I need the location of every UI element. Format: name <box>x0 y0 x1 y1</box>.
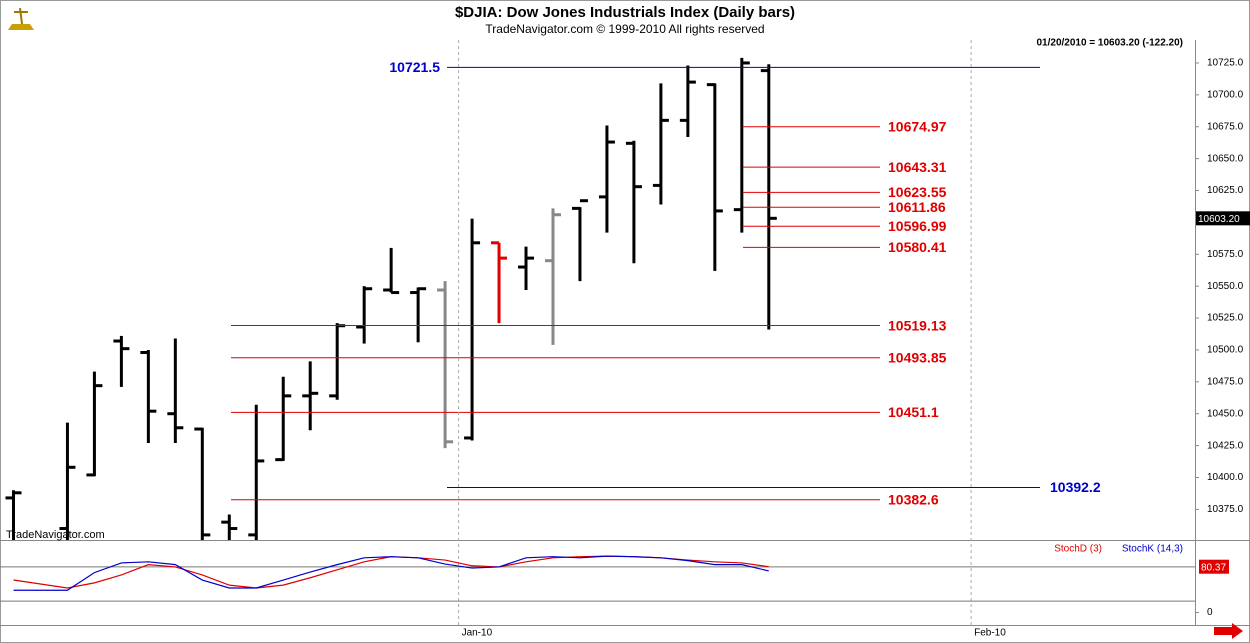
y-tick-label: 10500.0 <box>1207 345 1244 356</box>
legend-entry: StochD (3) <box>1054 544 1102 555</box>
level-label: 10674.97 <box>888 118 947 134</box>
y-tick-label: 10675.0 <box>1207 121 1244 132</box>
x-tick-label: Feb-10 <box>974 628 1006 639</box>
level-label: 10519.13 <box>888 317 947 333</box>
chart-title: $DJIA: Dow Jones Industrials Index (Dail… <box>455 4 795 21</box>
y-tick-label: 10400.0 <box>1207 472 1244 483</box>
y-tick-label: 10575.0 <box>1207 249 1244 260</box>
y-tick-label: 10650.0 <box>1207 153 1244 164</box>
y-tick-label: 10425.0 <box>1207 440 1244 451</box>
watermark: TradeNavigator.com <box>6 529 105 541</box>
level-label: 10580.41 <box>888 239 947 255</box>
level-label: 10596.99 <box>888 218 947 234</box>
logo <box>8 7 34 30</box>
y-tick-label: 0 <box>1207 607 1213 618</box>
level-label: 10623.55 <box>888 184 947 200</box>
stoch-line <box>13 555 769 591</box>
scroll-arrow[interactable] <box>1214 623 1243 639</box>
y-tick-label: 10525.0 <box>1207 313 1244 324</box>
y-tick-label: 10450.0 <box>1207 408 1244 419</box>
last-price-box <box>1196 211 1250 226</box>
level-label: 10721.5 <box>389 59 440 75</box>
quote: 01/20/2010 = 10603.20 (-122.20) <box>1036 38 1183 49</box>
last-value-label: 80.37 <box>1201 562 1226 573</box>
y-tick-label: 10725.0 <box>1207 58 1244 69</box>
level-label: 10611.86 <box>888 199 946 215</box>
subtitle: TradeNavigator.com © 1999-2010 All right… <box>485 22 764 36</box>
last-value-box <box>1199 559 1229 574</box>
last-price-label: 10603.20 <box>1198 214 1240 225</box>
level-label: 10392.2 <box>1050 479 1101 495</box>
level-label: 10382.6 <box>888 491 939 507</box>
level-label: 10493.85 <box>888 349 947 365</box>
y-tick-label: 10375.0 <box>1207 504 1244 515</box>
y-tick-label: 10550.0 <box>1207 281 1244 292</box>
x-tick-label: Jan-10 <box>462 628 493 639</box>
y-tick-label: 10700.0 <box>1207 89 1244 100</box>
legend-entry: StochK (14,3) <box>1122 544 1183 555</box>
stoch-lines <box>13 555 769 591</box>
level-label: 10451.1 <box>888 404 939 420</box>
price-bars <box>5 57 777 540</box>
level-label: 10643.31 <box>888 159 947 175</box>
y-tick-label: 10475.0 <box>1207 376 1244 387</box>
y-tick-label: 10625.0 <box>1207 185 1244 196</box>
